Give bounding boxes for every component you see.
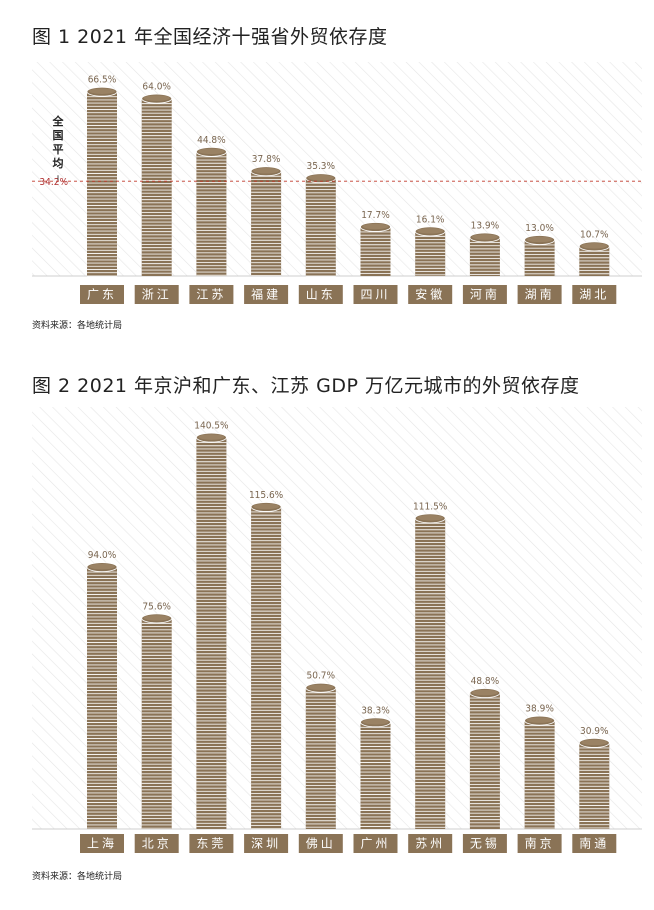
- chart-1-value-label: 13.9%: [471, 220, 500, 231]
- chart-2-value-label: 30.9%: [580, 726, 609, 737]
- chart-1-category-label: 湖北: [579, 287, 609, 302]
- chart-1-category-tag: 福建: [244, 285, 289, 304]
- chart-1-category-label: 四川: [360, 288, 390, 302]
- chart-1-category-label: 广东: [87, 288, 117, 302]
- chart-1-value-label: 10.7%: [580, 229, 609, 240]
- chart-2-category-label: 无锡: [470, 836, 500, 851]
- chart-1-category-label: 福建: [251, 287, 281, 302]
- chart-2-9-bar: [578, 738, 610, 829]
- chart-1-value-label: 35.3%: [307, 161, 336, 172]
- chart-1-category-tag: 浙江: [134, 285, 179, 304]
- chart-1-reference: 34.2% 全国平均: [32, 114, 642, 188]
- chart-2-category-tag: 上海: [80, 834, 124, 853]
- chart-2-canvas: 94.0% 上海 75.6% 北京 140.5% 东莞 115.6% 深圳 50.7% 佛山 38.…: [32, 407, 642, 853]
- chart-1-category-tag: 山东: [298, 285, 343, 304]
- chart-2-value-label: 38.3%: [361, 705, 390, 716]
- figure-1: 66.5% 广东 64.0% 浙江 44.8% 江苏 37.8% 福建 35.3% 山东 17.7%…: [0, 0, 654, 345]
- chart-2-category-label: 东莞: [196, 837, 226, 851]
- chart-2-bars: 94.0% 上海 75.6% 北京 140.5% 东莞 115.6% 深圳 50.7% 佛山 38.…: [80, 421, 617, 853]
- chart-1-category-tag: 广东: [80, 285, 124, 304]
- chart-2-1-bar: [141, 613, 173, 829]
- chart-1-value-label: 44.8%: [197, 135, 226, 146]
- chart-2-6-bar: [414, 513, 446, 829]
- chart-1-category-tag: 安徽: [408, 285, 453, 304]
- figure-2-title: 图 2 2021 年京沪和广东、江苏 GDP 万亿元城市的外贸依存度: [32, 375, 580, 397]
- chart-1-category-label: 安徽: [415, 287, 445, 302]
- chart-1-category-label: 江苏: [196, 288, 226, 302]
- chart-2-value-label: 94.0%: [88, 550, 117, 561]
- figure-1-source: 资料来源：各地统计局: [32, 321, 123, 331]
- chart-1-bars: 66.5% 广东 64.0% 浙江 44.8% 江苏 37.8% 福建 35.3% 山东 17.7%…: [80, 75, 617, 304]
- figure-2-source: 资料来源：各地统计局: [32, 872, 123, 882]
- chart-2-value-label: 115.6%: [249, 490, 284, 501]
- chart-1-2-bar: [195, 146, 227, 276]
- chart-1-category-tag: 江苏: [189, 285, 234, 304]
- chart-1-category-label: 河南: [470, 287, 500, 302]
- chart-2-category-tag: 东莞: [189, 834, 234, 853]
- figure-2: 94.0% 上海 75.6% 北京 140.5% 东莞 115.6% 深圳 50.7% 佛山 38.…: [0, 355, 654, 910]
- chart-2-category-label: 南通: [579, 836, 609, 851]
- chart-1-value-label: 16.1%: [416, 214, 445, 225]
- chart-2-value-label: 140.5%: [194, 421, 229, 432]
- figure-1-title: 图 1 2021 年全国经济十强省外贸依存度: [32, 26, 388, 48]
- chart-2-7-bar: [469, 688, 501, 829]
- chart-2-value-label: 48.8%: [471, 676, 500, 687]
- chart-1-category-tag: 湖北: [572, 285, 617, 304]
- chart-2-category-tag: 广州: [353, 834, 398, 853]
- chart-1-category-label: 湖南: [525, 287, 555, 302]
- chart-1-value-label: 64.0%: [142, 82, 171, 93]
- chart-1-category-tag: 湖南: [517, 285, 562, 304]
- chart-2-2-bar: [195, 432, 227, 829]
- chart-1-value-label: 17.7%: [361, 210, 390, 221]
- chart-1-value-label: 37.8%: [252, 154, 281, 165]
- chart-1-4-bar: [305, 173, 337, 277]
- chart-2-category-tag: 佛山: [298, 834, 343, 853]
- chart-2-category-tag: 苏州: [408, 834, 453, 853]
- chart-2-0-bar: [86, 562, 118, 829]
- chart-2-category-label: 佛山: [306, 837, 336, 851]
- chart-1-value-label: 66.5%: [88, 75, 117, 86]
- chart-1-category-tag: 四川: [353, 285, 398, 304]
- chart-2-category-tag: 北京: [134, 834, 179, 853]
- chart-1-3-bar: [250, 166, 282, 276]
- chart-1-value-label: 13.0%: [525, 223, 554, 234]
- chart-1-7-bar: [469, 232, 501, 276]
- chart-1-0-bar: [86, 86, 118, 277]
- chart-2-4-bar: [305, 682, 337, 829]
- chart-2-category-label: 深圳: [251, 837, 281, 851]
- chart-2-category-label: 上海: [87, 836, 117, 851]
- chart-2-category-label: 南京: [525, 836, 555, 851]
- chart-2-value-label: 111.5%: [413, 501, 448, 512]
- chart-1-category-label: 山东: [306, 288, 336, 302]
- chart-2-5-bar: [360, 717, 391, 829]
- chart-2-category-label: 苏州: [415, 837, 445, 851]
- chart-1-canvas: 66.5% 广东 64.0% 浙江 44.8% 江苏 37.8% 福建 35.3% 山东 17.7%…: [32, 62, 642, 304]
- chart-2-category-label: 北京: [142, 837, 172, 851]
- average-value-label: 34.2%: [39, 177, 68, 188]
- chart-2-value-label: 38.9%: [525, 704, 554, 715]
- chart-1-category-tag: 河南: [462, 285, 507, 304]
- chart-2-category-tag: 深圳: [244, 834, 289, 853]
- chart-2-3-bar: [250, 502, 282, 830]
- chart-2-value-label: 50.7%: [307, 671, 336, 682]
- chart-2-category-tag: 无锡: [462, 834, 507, 853]
- average-label: 全国平均: [52, 114, 65, 170]
- chart-2-8-bar: [524, 715, 555, 829]
- chart-1-8-bar: [524, 235, 555, 276]
- chart-1-6-bar: [414, 226, 446, 276]
- chart-1-9-bar: [578, 241, 610, 276]
- chart-2-category-tag: 南京: [517, 834, 562, 853]
- chart-2-category-label: 广州: [360, 837, 390, 851]
- chart-1-5-bar: [360, 222, 391, 276]
- chart-2-category-tag: 南通: [572, 834, 617, 853]
- chart-2-value-label: 75.6%: [142, 601, 171, 612]
- chart-1-1-bar: [141, 93, 173, 276]
- chart-1-category-label: 浙江: [142, 288, 172, 302]
